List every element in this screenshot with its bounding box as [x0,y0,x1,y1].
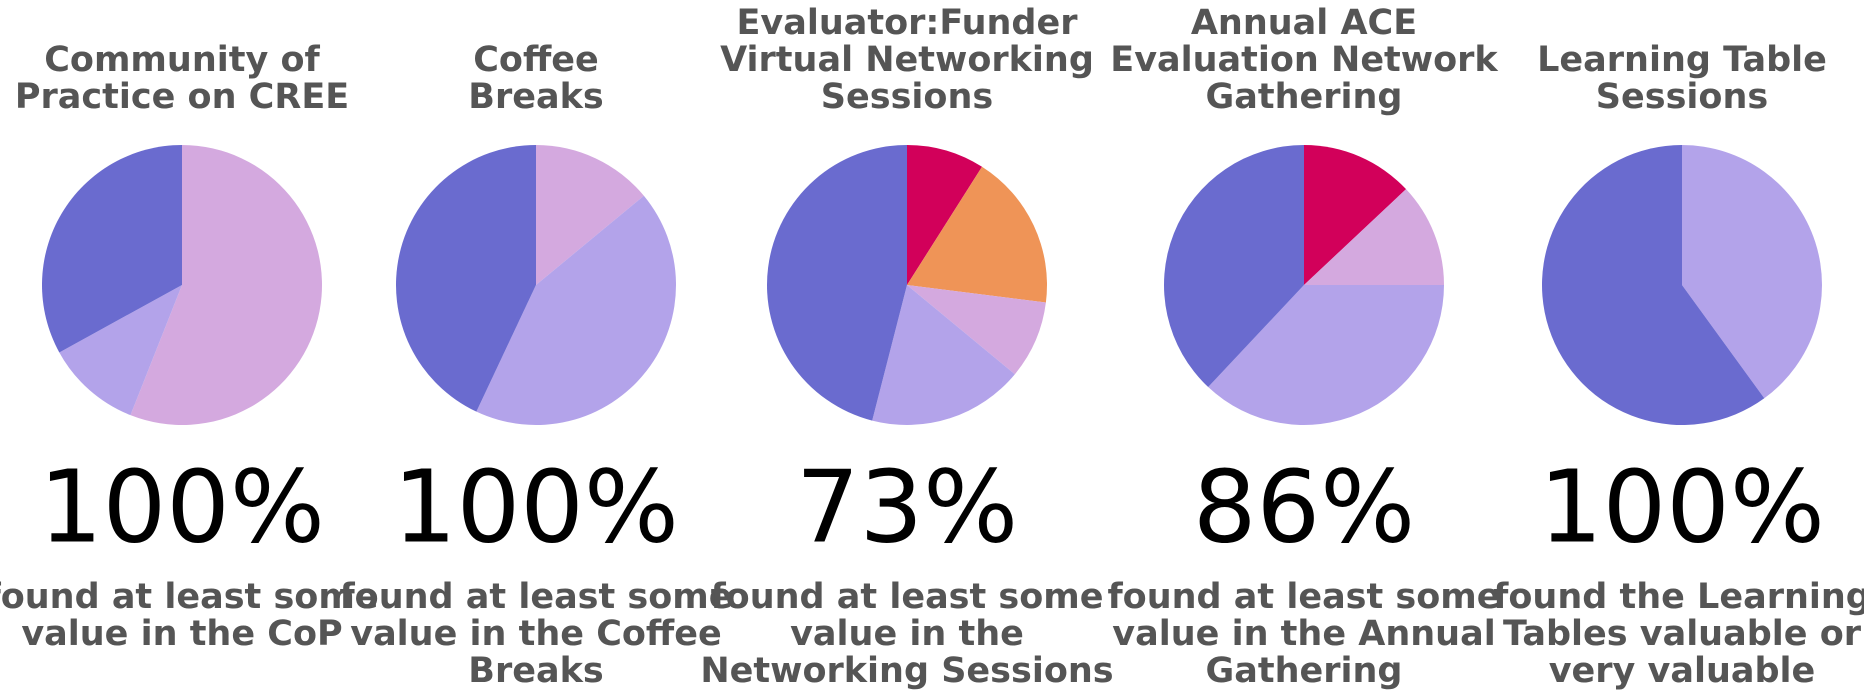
pie-slice [872,285,1015,425]
caption: value in the CoP [21,614,342,654]
pie-slice [907,145,983,285]
chart-title: Evaluation Network [1110,40,1498,80]
stat-value: 100% [1539,448,1825,565]
caption: Networking Sessions [700,651,1113,691]
pie-slice [907,285,1046,375]
caption: value in the Coffee [350,614,722,654]
caption: value in the Annual [1112,614,1495,654]
pie-slice [1682,145,1822,399]
stat-value: 100% [393,448,679,565]
caption: Gathering [1206,651,1403,691]
caption: found at least some [710,577,1103,617]
pie-slice [1208,285,1444,426]
stat-value: 73% [796,448,1018,565]
pie-slice [536,145,644,285]
caption: found at least some [339,577,732,617]
pie-slice [130,145,322,425]
pie-slice [1304,145,1407,285]
pie-slice [1164,145,1304,388]
stat-value: 86% [1193,448,1415,565]
chart-title: Evaluator:Funder [737,3,1079,43]
chart-title: Learning Table [1537,40,1827,80]
caption: Breaks [468,651,603,691]
caption: Tables valuable or [1503,614,1862,654]
chart-title: Gathering [1206,77,1403,117]
pie-slice [1304,189,1444,285]
caption: found at least some [1107,577,1500,617]
caption: value in the [790,614,1024,654]
caption: found the Learning [1493,577,1864,617]
pie-slice [396,144,536,412]
chart-title: Community of [44,40,320,80]
chart-title: Annual ACE [1191,3,1417,43]
chart-title: Sessions [821,77,993,117]
pie-slice [767,145,907,421]
pie-slice [41,145,182,353]
chart-title: Practice on CREE [15,77,349,117]
stat-value: 100% [39,448,325,565]
caption: found at least some [0,577,379,617]
pie-slice [907,166,1047,303]
pie-slice [59,285,183,416]
caption: very valuable [1549,651,1816,691]
pie-slice [476,195,676,425]
chart-title: Coffee [473,40,599,80]
chart-title: Sessions [1596,77,1768,117]
chart-title: Breaks [468,77,603,117]
chart-title: Virtual Networking [720,40,1094,80]
pie-slice [1542,145,1765,426]
